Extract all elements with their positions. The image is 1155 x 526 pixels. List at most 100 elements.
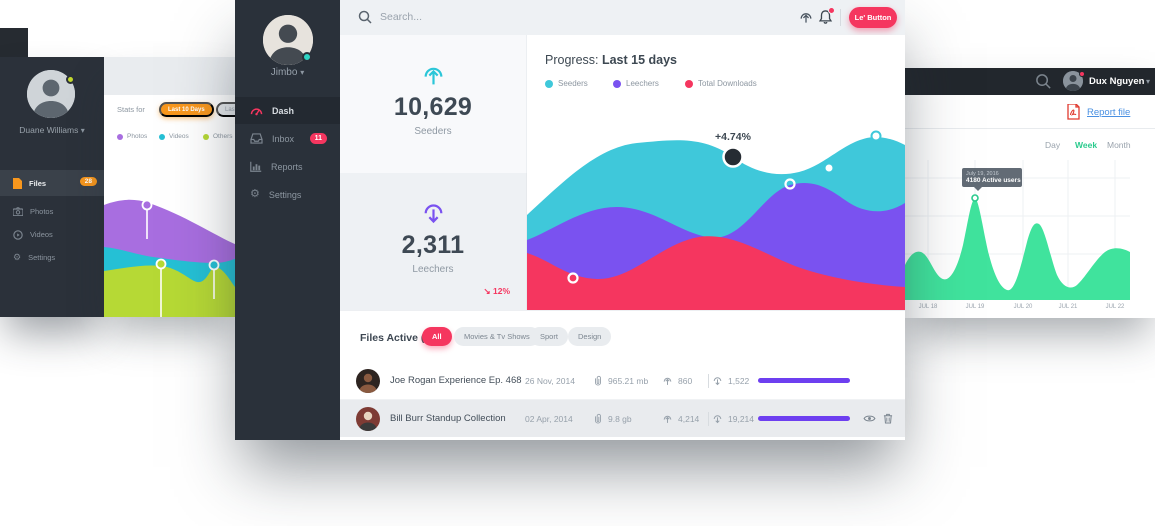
x-axis-label: JUL 19 <box>965 304 985 310</box>
leechers-value: 2,311 <box>401 231 465 259</box>
progress-bar <box>758 378 850 383</box>
search-icon[interactable] <box>358 10 372 24</box>
chevron-down-icon[interactable]: ▾ <box>1146 77 1151 86</box>
left-panel-topband <box>104 57 237 95</box>
left-panel-corner-block <box>0 28 28 57</box>
files-title: Files Active (6) <box>360 332 434 344</box>
stats-for-label: Stats for <box>117 105 145 114</box>
tab-week[interactable]: Week <box>1075 140 1098 150</box>
filter-chip-sport[interactable]: Sport <box>530 327 568 346</box>
filter-chip-design[interactable]: Design <box>568 327 612 346</box>
sidebar-item-label: Reports <box>271 161 303 172</box>
avatar <box>356 406 380 431</box>
chart-marker <box>155 258 167 270</box>
legend-dot <box>613 79 621 88</box>
file-name: Joe Rogan Experience Ep. 468 <box>390 375 522 386</box>
table-row[interactable]: Bill Burr Standup Collection 02 Apr, 201… <box>340 400 905 437</box>
sidebar-item-settings[interactable]: ⚙ Settings <box>235 181 340 208</box>
sidebar-item-label: Inbox <box>272 133 295 144</box>
paperclip-icon <box>593 375 603 386</box>
main-topbar: Le' Button <box>340 0 905 35</box>
download-cloud-icon <box>420 199 447 225</box>
filter-chip-all[interactable]: All <box>422 327 452 346</box>
chart-marker <box>784 178 796 190</box>
x-axis-label: JUL 18 <box>918 304 938 310</box>
gear-icon: ⚙ <box>13 252 22 262</box>
sidebar-item-reports[interactable]: Reports <box>235 153 340 180</box>
legend-dot <box>159 133 165 140</box>
report-row: Report file <box>905 95 1155 129</box>
le-button[interactable]: Le' Button <box>849 7 897 28</box>
sidebar-item-label: Dash <box>272 105 295 116</box>
eye-icon[interactable] <box>863 414 876 423</box>
range-button-last-10-days[interactable]: Last 10 Days <box>159 102 214 117</box>
download-count: 19,214 <box>728 413 754 424</box>
bar-chart-icon <box>250 161 262 172</box>
trash-icon[interactable] <box>883 413 893 424</box>
status-dot <box>66 75 75 84</box>
file-date: 26 Nov, 2014 <box>525 375 575 386</box>
legend-dot <box>545 79 553 88</box>
chart-marker <box>823 162 835 174</box>
sidebar-item-photos[interactable]: Photos <box>0 200 104 223</box>
x-axis-label: JUL 21 <box>1058 304 1078 310</box>
main-sidebar: Jimbo ▾ Dash Inbox 11 Reports ⚙ Settings <box>235 0 340 440</box>
sidebar-item-label: Files <box>29 178 47 188</box>
download-cloud-icon <box>712 375 723 386</box>
filter-chip-movies-tv[interactable]: Movies & Tv Shows <box>454 327 540 346</box>
leechers-label: Leechers <box>412 264 454 275</box>
upload-cloud-icon <box>662 413 673 424</box>
chart-annotation-point <box>722 146 744 168</box>
legend-item-others: Others <box>203 133 233 140</box>
sidebar-item-dash[interactable]: Dash <box>235 97 340 124</box>
download-cloud-icon <box>712 413 723 424</box>
progress-area-chart <box>527 130 905 310</box>
status-dot <box>1079 71 1085 77</box>
play-circle-icon <box>13 229 23 240</box>
table-row[interactable]: Joe Rogan Experience Ep. 468 26 Nov, 201… <box>340 362 905 400</box>
chevron-down-icon: ▾ <box>300 68 305 77</box>
left-stats-area-chart <box>104 199 237 317</box>
user-name[interactable]: Duane Williams ▾ <box>19 125 85 135</box>
tab-day[interactable]: Day <box>1045 140 1061 150</box>
search-icon[interactable] <box>1035 73 1052 90</box>
sidebar-item-inbox[interactable]: Inbox 11 <box>235 125 340 152</box>
x-axis-label: JUL 20 <box>1013 304 1033 310</box>
report-file-link[interactable]: Report file <box>1087 107 1131 118</box>
legend-item-photos: Photos <box>117 133 147 140</box>
left-panel-content: Stats for Last 10 Days Last Week Photos … <box>104 57 237 317</box>
paperclip-icon <box>593 413 603 424</box>
pdf-icon <box>1067 104 1080 120</box>
chart-marker <box>567 272 579 284</box>
user-name[interactable]: Jimbo ▾ <box>270 67 305 78</box>
seeders-value: 10,629 <box>393 93 473 121</box>
sidebar-item-files[interactable]: Files 28 <box>0 170 104 196</box>
upload-count: 860 <box>678 375 693 386</box>
sidebar-item-settings[interactable]: ⚙ Settings <box>0 246 104 269</box>
upload-cloud-icon[interactable] <box>798 9 814 25</box>
sidebar-item-label: Photos <box>30 207 54 216</box>
legend-item-videos: Videos <box>159 133 189 140</box>
seeders-stat: 10,629 Seeders <box>340 35 527 173</box>
tab-month[interactable]: Month <box>1107 140 1131 150</box>
arrow-down-right-icon: ↘ <box>483 286 491 296</box>
inbox-icon <box>250 133 263 144</box>
file-size: 9.8 gb <box>608 413 632 424</box>
file-date: 02 Apr, 2014 <box>525 413 573 424</box>
chart-marker <box>208 259 220 271</box>
main-panel: Jimbo ▾ Dash Inbox 11 Reports ⚙ Settings <box>235 0 905 440</box>
legend-item-total-downloads: Total Downloads <box>685 79 757 88</box>
camera-icon <box>13 207 23 216</box>
sidebar-item-videos[interactable]: Videos <box>0 223 104 246</box>
legend-dot <box>203 133 209 140</box>
user-name[interactable]: Dux Nguyen <box>1089 76 1145 87</box>
progress-bar <box>758 416 850 421</box>
search-input[interactable] <box>380 8 600 26</box>
upload-cloud-icon <box>420 61 447 87</box>
upload-count: 4,214 <box>678 413 700 424</box>
legend-dot <box>685 79 693 88</box>
progress-chart-region: Progress: Last 15 days Seeders Leechers … <box>527 35 905 310</box>
avatar <box>356 368 380 393</box>
range-button-last-week[interactable]: Last Week <box>216 102 237 117</box>
avatar <box>263 15 313 65</box>
